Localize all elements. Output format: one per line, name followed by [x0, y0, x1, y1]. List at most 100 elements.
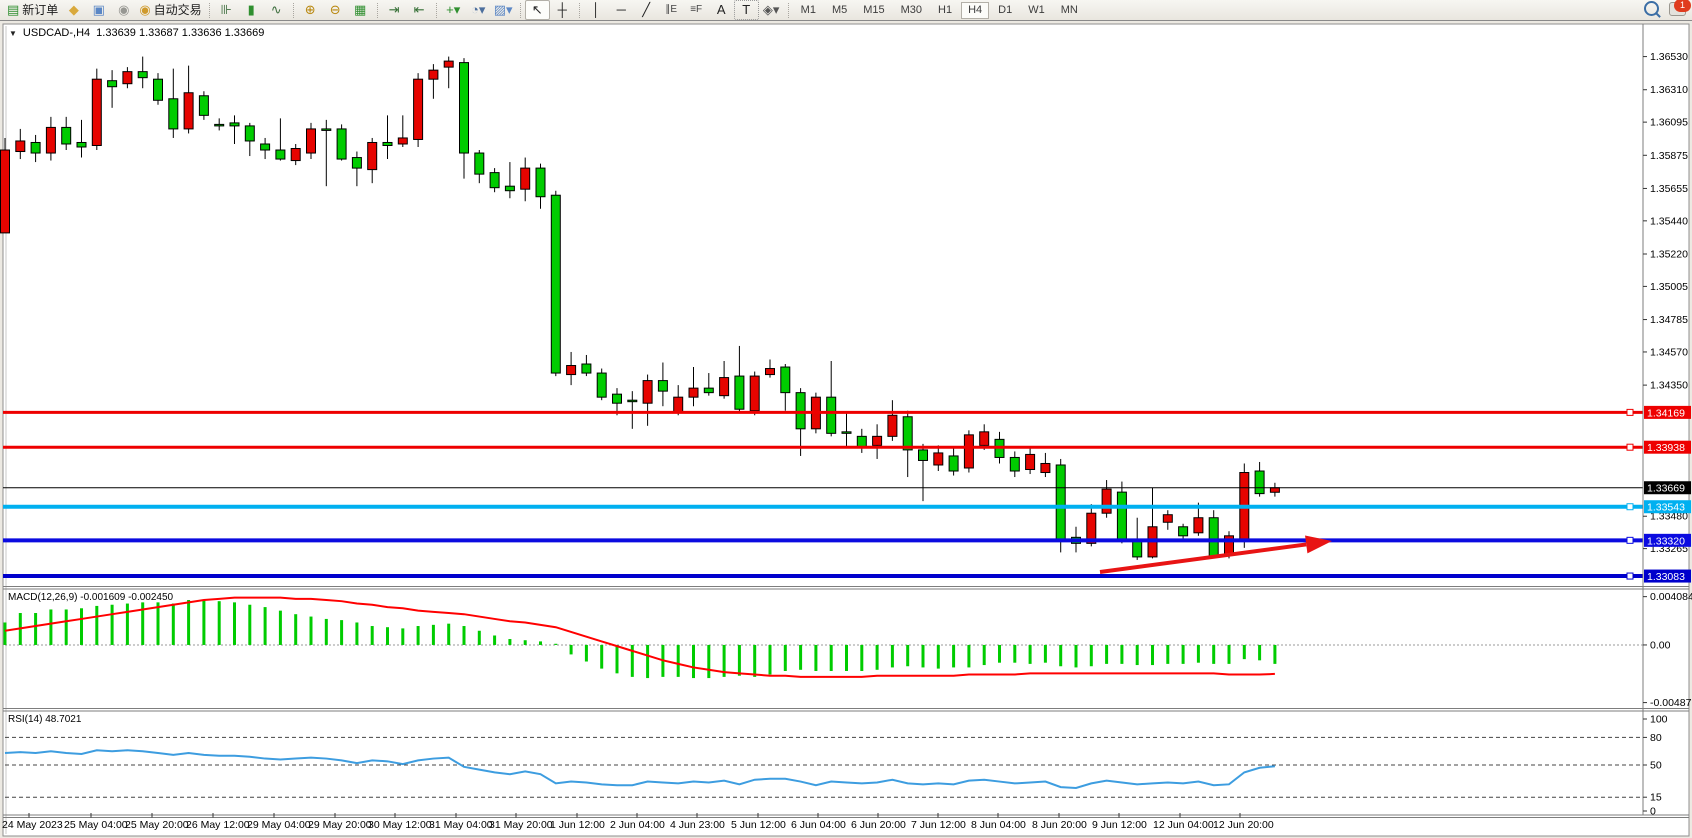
fibonacci-button[interactable]: ≡F	[684, 0, 709, 20]
crosshair-button[interactable]: ┼	[550, 0, 575, 20]
horizontal-lines[interactable]	[3, 408, 1643, 580]
svg-text:1.33938: 1.33938	[1647, 442, 1685, 454]
notification-badge: 1	[1674, 0, 1691, 12]
new-order-button[interactable]: ▤ 新订单	[4, 0, 61, 20]
svg-text:1.34785: 1.34785	[1650, 314, 1688, 326]
toolbar-icon: M30	[900, 4, 923, 16]
timeframe-mn-button[interactable]: MN	[1054, 2, 1085, 19]
toolbar-icon: D1	[998, 4, 1013, 16]
svg-text:1.35875: 1.35875	[1650, 150, 1688, 162]
toolbar-separator[interactable]	[292, 2, 294, 18]
svg-text:1.36095: 1.36095	[1650, 117, 1688, 129]
arrows-button[interactable]: ◈▾	[759, 0, 784, 20]
chart-shift-button[interactable]: ⇤	[407, 0, 432, 20]
svg-text:31 May 20:00: 31 May 20:00	[489, 819, 553, 831]
toolbar-icon: ▮	[247, 2, 255, 17]
timeframe-w1-button[interactable]: W1	[1021, 2, 1052, 19]
svg-text:31 May 04:00: 31 May 04:00	[429, 819, 493, 831]
svg-text:1 Jun 12:00: 1 Jun 12:00	[550, 819, 605, 831]
autotrading-button[interactable]: ◉ 自动交易	[136, 0, 204, 20]
toolbar-icon: ⇥	[388, 2, 400, 17]
cursor-button[interactable]: ↖	[524, 0, 550, 20]
svg-text:80: 80	[1650, 732, 1662, 744]
toolbar-icon: H4	[968, 4, 983, 16]
toolbar-separator[interactable]	[208, 2, 210, 18]
equidistant-channel-button[interactable]: ∥E	[659, 0, 684, 20]
toolbar-separator[interactable]	[435, 2, 437, 18]
toolbar-icon: MN	[1060, 4, 1078, 16]
toolbar-icon: ↖	[531, 2, 543, 17]
toolbar-icon: ⇤	[413, 2, 425, 17]
svg-text:9 Jun 12:00: 9 Jun 12:00	[1092, 819, 1147, 831]
auto-scroll-button[interactable]: ⇥	[382, 0, 407, 20]
svg-text:8 Jun 20:00: 8 Jun 20:00	[1032, 819, 1087, 831]
toolbar-icon: ▨▾	[493, 2, 513, 17]
svg-text:6 Jun 04:00: 6 Jun 04:00	[791, 819, 846, 831]
svg-text:0: 0	[1650, 806, 1656, 818]
svg-text:24 May 2023: 24 May 2023	[2, 819, 63, 831]
timeframe-h1-button[interactable]: H1	[931, 2, 959, 19]
svg-text:30 May 12:00: 30 May 12:00	[368, 819, 432, 831]
templates-button[interactable]: ▨▾	[491, 0, 516, 20]
svg-text:50: 50	[1650, 760, 1662, 772]
search-icon[interactable]	[1644, 1, 1659, 16]
svg-text:1.36530: 1.36530	[1650, 51, 1688, 63]
indicators-button[interactable]: +▾	[441, 0, 466, 20]
timeframe-m15-button[interactable]: M15	[856, 2, 891, 19]
zoom-out-button[interactable]: ⊖	[323, 0, 348, 20]
timeframe-m30-button[interactable]: M30	[894, 2, 929, 19]
timeframe-m5-button[interactable]: M5	[825, 2, 854, 19]
candlestick-button[interactable]: ▮	[239, 0, 264, 20]
svg-text:25 May 20:00: 25 May 20:00	[125, 819, 189, 831]
panel-separators	[3, 586, 1689, 818]
svg-text:0.00: 0.00	[1650, 639, 1671, 651]
toolbar-icon: ◆	[68, 2, 79, 17]
svg-text:1.36310: 1.36310	[1650, 84, 1688, 96]
svg-text:-0.004872: -0.004872	[1650, 697, 1692, 709]
toolbar-icon: M15	[863, 4, 885, 16]
svg-text:1.34169: 1.34169	[1647, 407, 1685, 419]
toolbar-icon: ◉	[118, 2, 130, 17]
svg-text:8 Jun 04:00: 8 Jun 04:00	[971, 819, 1026, 831]
svg-text:4 Jun 23:00: 4 Jun 23:00	[670, 819, 725, 831]
macd-panel	[3, 596, 1277, 679]
toolbar-separator[interactable]	[787, 2, 789, 18]
line-chart-button[interactable]: ∿	[264, 0, 289, 20]
timeframe-m1-button[interactable]: M1	[794, 2, 823, 19]
vertical-line-button[interactable]: │	[584, 0, 609, 20]
toolbar-separator[interactable]	[578, 2, 580, 18]
toolbar-icon: A	[716, 2, 726, 17]
collapse-chart-button[interactable]: ▼	[9, 28, 17, 38]
chat-icon[interactable]: 1	[1669, 0, 1691, 16]
indicator-level-lines	[5, 644, 1643, 798]
svg-text:1.33669: 1.33669	[1647, 483, 1685, 495]
trend-arrow[interactable]	[1099, 535, 1332, 574]
zoom-in-button[interactable]: ⊕	[298, 0, 323, 20]
toolbar-separator[interactable]	[376, 2, 378, 18]
toolbar-icon: ▤	[7, 2, 20, 17]
periods-button[interactable]: ◔▾	[466, 0, 491, 20]
horizontal-line-button[interactable]: ─	[609, 0, 634, 20]
signals-icon[interactable]: ◉	[111, 0, 136, 20]
svg-text:26 May 12:00: 26 May 12:00	[186, 819, 250, 831]
toolbar-separator[interactable]	[519, 2, 521, 18]
svg-text:1.35655: 1.35655	[1650, 183, 1688, 195]
svg-text:1.33480: 1.33480	[1650, 511, 1688, 523]
toolbar-icon: ∥E	[665, 4, 677, 15]
svg-text:1.35440: 1.35440	[1650, 215, 1688, 227]
toolbar-icon: ⊕	[304, 2, 316, 17]
timeframe-h4-button[interactable]: H4	[961, 1, 990, 19]
timeframe-d1-button[interactable]: D1	[991, 2, 1019, 19]
toolbar-icon: M5	[831, 4, 848, 16]
tile-windows-button[interactable]: ▦	[348, 0, 373, 20]
text-label-button[interactable]: T	[733, 0, 759, 20]
toolbar-button-label: 新订单	[22, 3, 59, 17]
charts-window-icon[interactable]: ▣	[86, 0, 111, 20]
trendline-button[interactable]: ╱	[634, 0, 659, 20]
deposit-icon[interactable]: ◆	[61, 0, 86, 20]
text-button[interactable]: A	[709, 0, 734, 20]
svg-text:100: 100	[1650, 714, 1668, 726]
bar-chart-button[interactable]: ⊪	[214, 0, 239, 20]
